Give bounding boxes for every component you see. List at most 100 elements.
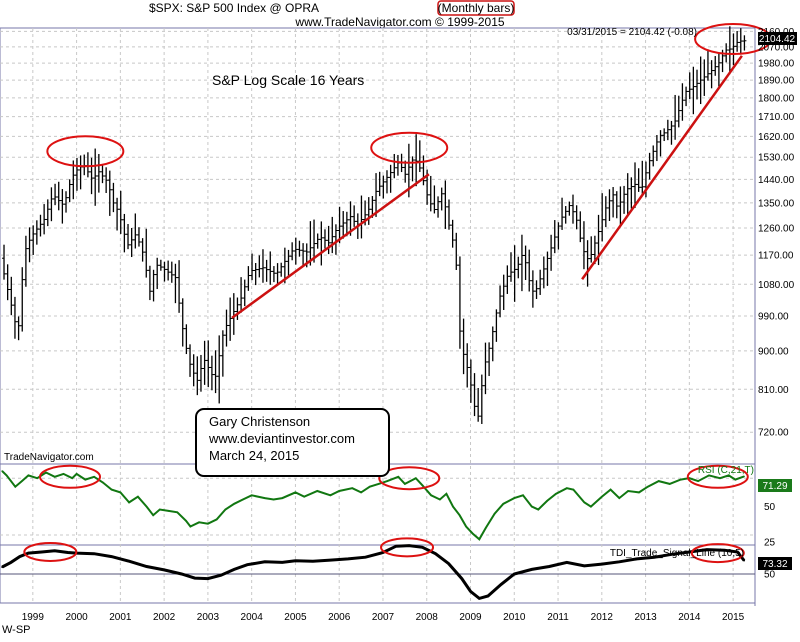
rsi-point [546, 500, 548, 502]
rsi-point [167, 510, 170, 512]
price-bar [38, 214, 43, 237]
rsi-point [351, 487, 354, 489]
rsi-point [530, 505, 533, 508]
price-bar [640, 160, 645, 194]
rsi-point [657, 480, 660, 482]
tdi-point [329, 559, 332, 562]
chart-header-subtitle: www.TradeNavigator.com © 1999-2015 [294, 15, 504, 29]
rsi-point [242, 498, 244, 501]
x-tick-label: 2013 [634, 612, 657, 623]
price-bar [614, 191, 619, 219]
price-panel-frame [0, 27, 756, 465]
tdi-point [206, 577, 209, 580]
rsi-point [377, 483, 380, 485]
price-bar [2, 244, 7, 280]
price-bar [140, 238, 145, 262]
tdi-point [18, 555, 21, 558]
rsi-point [421, 484, 424, 487]
price-bar [414, 134, 419, 187]
price-bar [574, 205, 579, 230]
rsi-point [152, 514, 154, 516]
rsi-point [369, 485, 371, 488]
price-bar [516, 256, 521, 279]
tdi-point [653, 556, 656, 559]
price-bar [465, 343, 470, 388]
tdi-point [530, 568, 533, 571]
rsi-point [224, 508, 227, 511]
price-bar [315, 233, 320, 249]
price-bar [629, 177, 634, 209]
rsi-point [609, 488, 612, 491]
price-bar [589, 236, 594, 263]
x-tick-label: 2005 [284, 612, 307, 623]
price-bar [472, 373, 477, 417]
price-bar [417, 140, 422, 173]
price-tick-label: 1440.00 [758, 175, 795, 186]
tdi-point [233, 568, 236, 571]
tdi-point [600, 563, 603, 566]
tdi-point [40, 550, 43, 553]
price-bar [636, 168, 641, 192]
rsi-value-badge: 71.29 [762, 481, 787, 492]
rsi-highlight-ellipse [39, 464, 102, 489]
tdi-point [27, 552, 30, 555]
tdi-point [408, 544, 411, 547]
price-bar [446, 199, 451, 230]
rsi-point [53, 475, 56, 478]
price-bar [359, 195, 364, 239]
price-bar [246, 266, 251, 291]
price-bar [151, 269, 156, 302]
rsi-point [62, 473, 65, 475]
tdi-point [180, 573, 183, 575]
price-bar [713, 56, 718, 76]
tdi-point [688, 550, 691, 553]
rsi-point [215, 518, 218, 521]
tdi-point [565, 561, 568, 564]
price-bar [275, 263, 280, 285]
price-bar [191, 354, 196, 387]
price-bar [454, 232, 459, 270]
price-tick-label: 1890.00 [758, 76, 795, 87]
price-bar [457, 256, 462, 349]
price-bar [85, 152, 90, 178]
author-name: Gary Christenson [209, 414, 310, 429]
rsi-point [27, 474, 30, 477]
price-tick-label: 2070.00 [758, 42, 795, 53]
rsi-point [471, 532, 474, 535]
rsi-point [719, 477, 721, 480]
author-website: www.deviantinvestor.com [208, 431, 355, 446]
rsi-point [734, 478, 737, 481]
price-bar [651, 145, 656, 167]
x-tick-label: 2001 [109, 612, 132, 623]
trendline [581, 55, 743, 280]
price-bar [673, 94, 678, 140]
price-tick-label: 1980.00 [758, 59, 795, 70]
price-bar [570, 194, 575, 224]
price-bar [676, 95, 681, 128]
rsi-point [439, 498, 441, 501]
tdi-highlight-ellipse [380, 537, 435, 558]
rsi-layer [1, 464, 749, 541]
tdi-value-badge-bg [758, 557, 792, 570]
rsi-point [1, 470, 3, 472]
price-bar [428, 175, 433, 212]
price-bar [16, 316, 21, 341]
x-tick-label: 2000 [65, 612, 88, 623]
rsi-point [36, 477, 39, 480]
price-bar [147, 265, 152, 301]
price-bar [479, 374, 484, 424]
price-bar [530, 270, 535, 308]
rsi-point [329, 494, 332, 497]
price-bar [12, 296, 17, 339]
price-bar [687, 72, 692, 100]
price-bar [42, 204, 47, 235]
rsi-point [21, 480, 23, 482]
monthly-bars-badge-outline [437, 0, 515, 16]
price-bar [60, 189, 65, 224]
rsi-point [294, 491, 297, 494]
axis-labels: 1999 2000 2001 2002 2003 2004 2005 2006 2007 2008… [22, 27, 795, 623]
annotation-date: March 24, 2015 [209, 448, 299, 463]
last-value-label: 03/31/2015 = 2104.42 (-0.08) [567, 27, 697, 38]
price-bar [618, 186, 623, 225]
rsi-point [386, 480, 389, 482]
